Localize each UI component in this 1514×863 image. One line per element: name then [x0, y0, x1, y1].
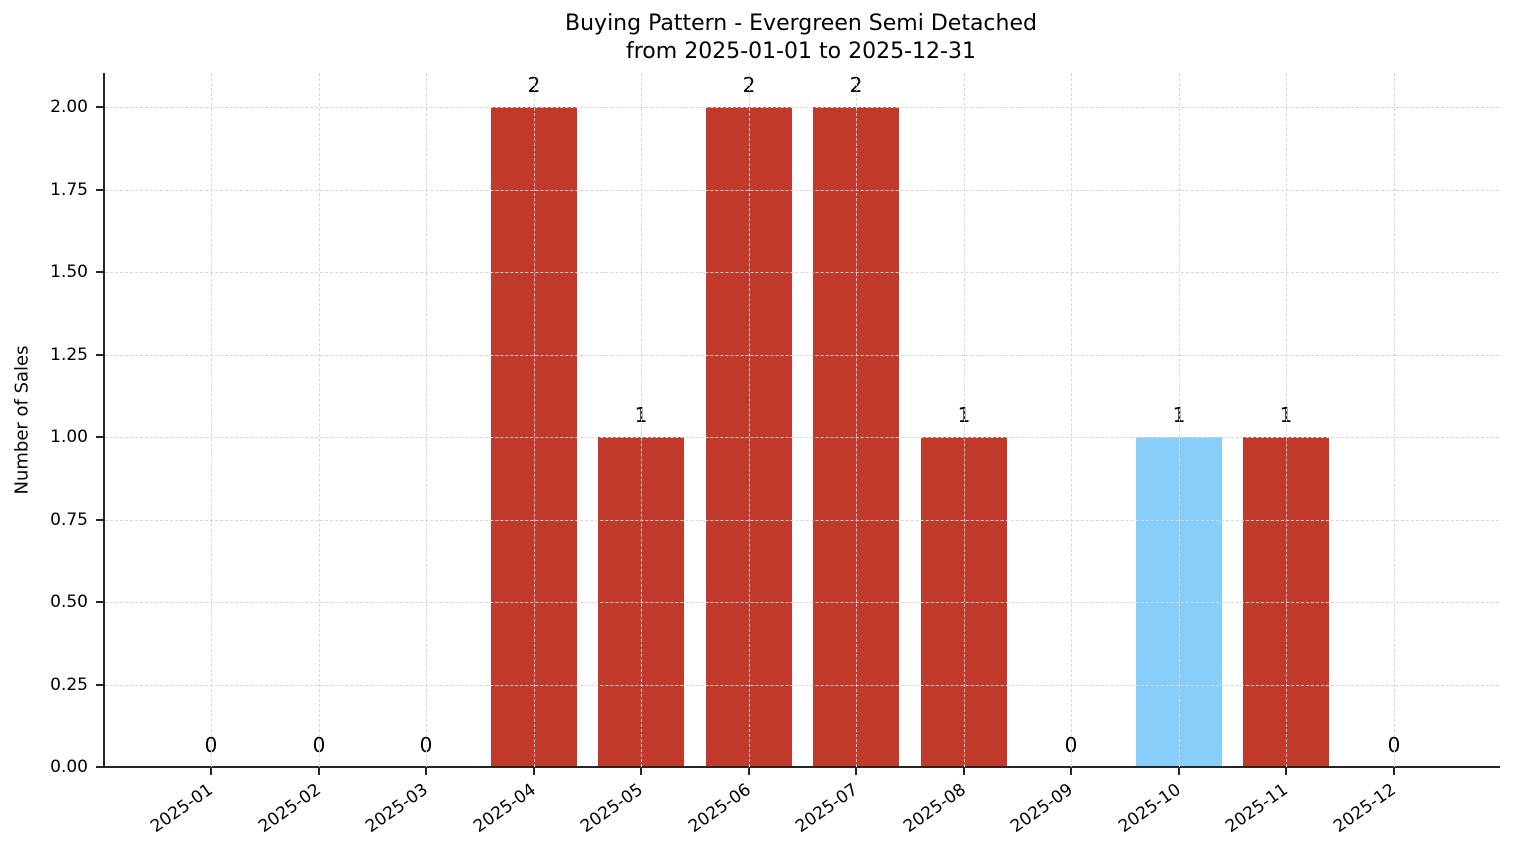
- v-grid-line: [1071, 73, 1072, 767]
- x-tick-mark: [533, 768, 535, 775]
- bar-value-label: 0: [1064, 733, 1078, 757]
- y-tick-label: 0.75: [50, 510, 88, 530]
- x-tick-label: 2025-05: [577, 779, 647, 837]
- y-tick-label: 0.50: [50, 592, 88, 612]
- bar-value-label: 2: [742, 73, 756, 97]
- x-tick-mark: [963, 768, 965, 775]
- x-tick-mark: [748, 768, 750, 775]
- bar-value-label: 1: [634, 403, 648, 427]
- bar-value-label: 0: [419, 733, 433, 757]
- h-grid-line: [105, 602, 1499, 603]
- y-tick-label: 0.25: [50, 675, 88, 695]
- bar-2025-11: [1243, 437, 1329, 767]
- x-tick-mark: [210, 768, 212, 775]
- x-tick-mark: [1178, 768, 1180, 775]
- x-tick-label: 2025-08: [900, 779, 970, 837]
- x-tick-label: 2025-04: [470, 779, 540, 837]
- chart-title-line-1: Buying Pattern - Evergreen Semi Detached: [565, 11, 1037, 36]
- y-tick-label: 1.75: [50, 180, 88, 200]
- bar-2025-04: [491, 107, 577, 767]
- bar-value-label: 0: [312, 733, 326, 757]
- bar-value-label: 2: [527, 73, 541, 97]
- h-grid-line: [105, 272, 1499, 273]
- y-tick-mark: [96, 436, 103, 438]
- x-axis-line: [103, 766, 1500, 768]
- x-tick-label: 2025-10: [1115, 779, 1185, 837]
- bar-2025-10: [1136, 437, 1222, 767]
- y-tick-mark: [96, 684, 103, 686]
- x-tick-label: 2025-06: [685, 779, 755, 837]
- bar-value-label: 1: [1172, 403, 1186, 427]
- x-tick-label: 2025-02: [255, 779, 325, 837]
- x-tick-mark: [855, 768, 857, 775]
- bar-value-label: 1: [1279, 403, 1293, 427]
- x-tick-label: 2025-03: [362, 779, 432, 837]
- v-grid-line: [641, 73, 642, 767]
- h-grid-line: [105, 355, 1499, 356]
- y-tick-label: 1.00: [50, 427, 88, 447]
- v-grid-line: [319, 73, 320, 767]
- y-tick-label: 1.25: [50, 345, 88, 365]
- bar-2025-05: [598, 437, 684, 767]
- h-grid-line: [105, 190, 1499, 191]
- y-axis-label: Number of Sales: [11, 345, 33, 495]
- y-tick-mark: [96, 519, 103, 521]
- v-grid-line: [856, 73, 857, 767]
- bar-2025-07: [813, 107, 899, 767]
- v-grid-line: [964, 73, 965, 767]
- x-tick-mark: [425, 768, 427, 775]
- y-tick-mark: [96, 354, 103, 356]
- x-tick-mark: [640, 768, 642, 775]
- v-grid-line: [749, 73, 750, 767]
- x-tick-label: 2025-01: [147, 779, 217, 837]
- chart-title-line-2: from 2025-01-01 to 2025-12-31: [626, 39, 976, 64]
- bar-2025-08: [921, 437, 1007, 767]
- y-tick-label: 0.00: [50, 757, 88, 777]
- h-grid-line: [105, 520, 1499, 521]
- y-tick-mark: [96, 189, 103, 191]
- h-grid-line: [105, 685, 1499, 686]
- y-tick-label: 2.00: [50, 97, 88, 117]
- bar-value-label: 1: [957, 403, 971, 427]
- h-grid-line: [105, 437, 1499, 438]
- y-axis-line: [103, 73, 105, 768]
- h-grid-line: [105, 107, 1499, 108]
- bar-value-label: 0: [204, 733, 218, 757]
- v-grid-line: [426, 73, 427, 767]
- x-tick-label: 2025-12: [1330, 779, 1400, 837]
- v-grid-line: [1179, 73, 1180, 767]
- x-tick-mark: [1393, 768, 1395, 775]
- bar-2025-06: [706, 107, 792, 767]
- y-tick-mark: [96, 766, 103, 768]
- x-tick-label: 2025-07: [792, 779, 862, 837]
- x-tick-label: 2025-09: [1007, 779, 1077, 837]
- x-tick-mark: [1285, 768, 1287, 775]
- x-tick-mark: [318, 768, 320, 775]
- y-tick-label: 1.50: [50, 262, 88, 282]
- v-grid-line: [1394, 73, 1395, 767]
- bar-value-label: 2: [849, 73, 863, 97]
- x-tick-label: 2025-11: [1222, 779, 1292, 837]
- v-grid-line: [534, 73, 535, 767]
- chart-title: Buying Pattern - Evergreen Semi Detached…: [0, 10, 1514, 66]
- v-grid-line: [1286, 73, 1287, 767]
- bar-value-label: 0: [1387, 733, 1401, 757]
- v-grid-line: [211, 73, 212, 767]
- y-tick-mark: [96, 601, 103, 603]
- x-tick-mark: [1070, 768, 1072, 775]
- y-tick-mark: [96, 106, 103, 108]
- y-tick-mark: [96, 271, 103, 273]
